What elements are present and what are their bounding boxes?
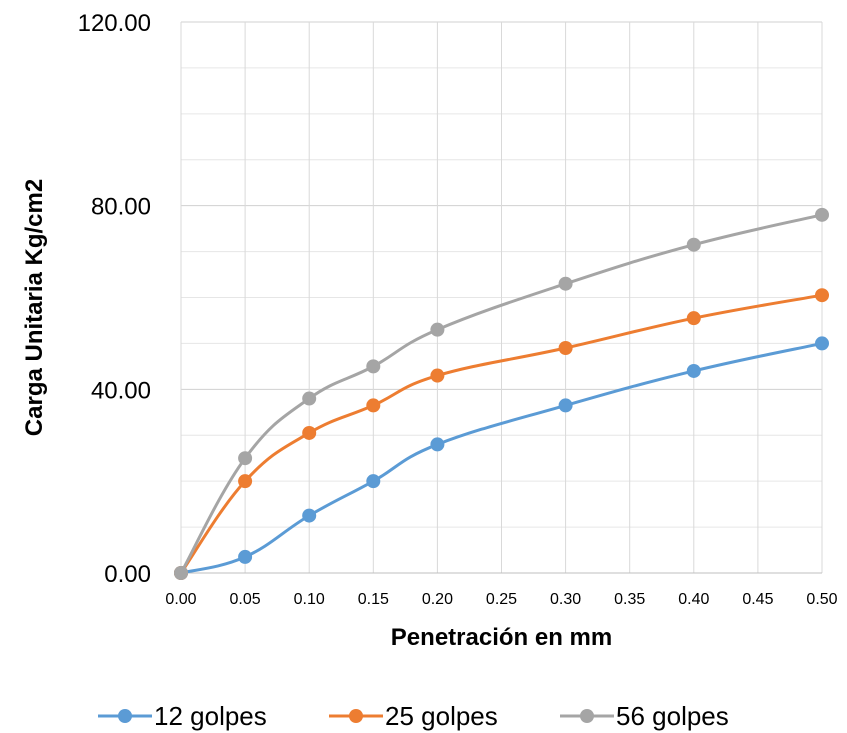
data-point-56-golpes <box>238 451 253 466</box>
data-point-56-golpes <box>430 322 445 337</box>
data-point-12-golpes <box>558 398 573 413</box>
x-axis-title: Penetración en mm <box>391 624 612 651</box>
legend-marker-12-golpes <box>118 709 132 723</box>
data-point-56-golpes <box>366 359 381 374</box>
data-point-25-golpes <box>302 425 317 440</box>
x-tick-label: 0.45 <box>742 591 773 608</box>
x-tick-label: 0.00 <box>165 591 196 608</box>
x-tick-label: 0.50 <box>806 591 837 608</box>
data-point-12-golpes <box>302 508 317 523</box>
x-tick-label: 0.05 <box>230 591 261 608</box>
series-layer <box>174 207 829 580</box>
legend-marker-25-golpes <box>349 709 363 723</box>
y-tick-label: 40.00 <box>91 377 151 404</box>
data-point-12-golpes <box>238 549 253 564</box>
x-tick-label: 0.40 <box>678 591 709 608</box>
data-point-56-golpes <box>686 237 701 252</box>
data-point-12-golpes <box>430 437 445 452</box>
data-point-56-golpes <box>558 276 573 291</box>
legend-marker-56-golpes <box>580 709 594 723</box>
data-point-25-golpes <box>815 288 829 303</box>
grid-layer <box>180 21 823 574</box>
tick-layer: 0.00 40.00 80.00 120.00 0.00 0.05 0.10 0.15 0.20… <box>78 10 838 608</box>
legend-label-56-golpes: 56 golpes <box>616 701 729 731</box>
y-tick-label: 80.00 <box>91 194 151 221</box>
data-point-12-golpes <box>366 474 381 489</box>
data-point-56-golpes <box>302 391 317 406</box>
data-point-12-golpes <box>686 363 701 378</box>
x-tick-label: 0.30 <box>550 591 581 608</box>
data-point-12-golpes <box>815 336 829 351</box>
data-point-25-golpes <box>430 368 445 383</box>
x-tick-label: 0.20 <box>422 591 453 608</box>
data-point-56-golpes <box>815 207 829 222</box>
data-point-25-golpes <box>686 311 701 326</box>
legend-label-25-golpes: 25 golpes <box>385 701 498 731</box>
x-tick-label: 0.15 <box>358 591 389 608</box>
legend-item-56-golpes: 56 golpes <box>560 701 729 731</box>
data-point-25-golpes <box>366 398 381 413</box>
legend-item-25-golpes: 25 golpes <box>329 701 498 731</box>
legend: 12 golpes 25 golpes 56 golpes <box>98 701 729 731</box>
x-tick-label: 0.35 <box>614 591 645 608</box>
y-tick-label: 0.00 <box>104 561 151 588</box>
legend-item-12-golpes: 12 golpes <box>98 701 267 731</box>
y-axis-title: Carga Unitaria Kg/cm2 <box>21 179 48 436</box>
x-tick-label: 0.25 <box>486 591 517 608</box>
data-point-25-golpes <box>558 341 573 356</box>
data-point-56-golpes <box>174 566 188 580</box>
y-tick-label: 120.00 <box>78 10 151 37</box>
legend-label-12-golpes: 12 golpes <box>154 701 267 731</box>
data-point-25-golpes <box>238 474 253 489</box>
x-tick-label: 0.10 <box>294 591 325 608</box>
